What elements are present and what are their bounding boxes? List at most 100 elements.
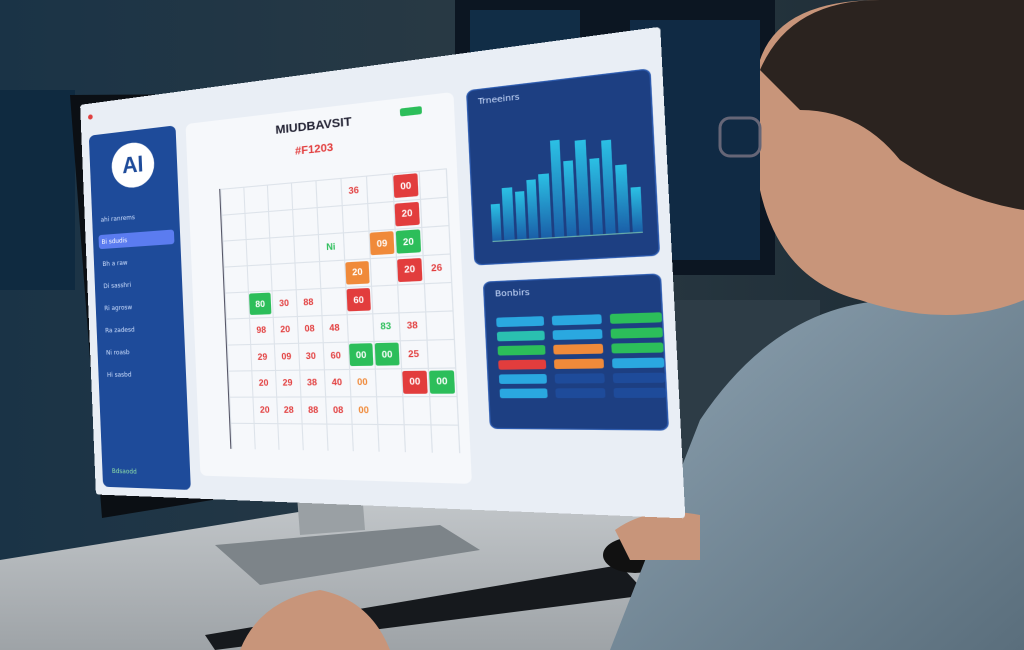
heatmap-cell[interactable]: 08 — [332, 404, 344, 415]
sidebar-item[interactable]: ahi ranrems — [98, 207, 174, 227]
heatmap-cell[interactable]: 80 — [248, 292, 272, 315]
person-hand-left — [240, 590, 390, 650]
heatmap-cell[interactable]: 20 — [259, 404, 270, 415]
sidebar-item[interactable]: Ri agrosw — [101, 298, 177, 316]
sidebar-item-label: Di sasshri — [103, 281, 132, 290]
heatmap-cell[interactable]: 38 — [406, 320, 418, 331]
heatmap-card: MIUDBAVSIT #F1203 36 00 20 09 20 Ni 20 20 26 80 30… — [185, 91, 472, 484]
chart-bar — [575, 139, 590, 236]
sidebar-item-label: Ri agrosw — [104, 303, 133, 312]
background-monitor-left — [0, 90, 75, 290]
heatmap-cell[interactable]: 20 — [258, 378, 269, 388]
sidebar-footer: Bdsaodd — [111, 467, 137, 476]
stat-chip — [554, 373, 605, 384]
heatmap-cell[interactable]: 40 — [331, 377, 343, 388]
heatmap-cell[interactable]: 98 — [256, 325, 267, 336]
sidebar-item[interactable]: Bh a raw — [99, 252, 175, 271]
chart-bar — [629, 187, 643, 233]
heatmap-cell[interactable]: 08 — [304, 323, 315, 334]
heatmap-cell[interactable]: 00 — [393, 173, 419, 199]
chart-panel-title: Trneeinrs — [477, 92, 520, 107]
heatmap-cell[interactable]: 28 — [283, 404, 294, 415]
heatmap-grid: 36 00 20 09 20 Ni 20 20 26 80 30 88 60 98 20 08 48 83 38 29… — [219, 168, 461, 454]
stat-chip — [553, 343, 604, 355]
stat-chip — [497, 345, 546, 356]
heatmap-cell[interactable]: 29 — [257, 351, 268, 362]
chart-bar — [526, 179, 539, 239]
person-hand-right — [615, 512, 700, 560]
sidebar-item-label: Ni roasb — [105, 348, 130, 357]
sidebar-item-label: Bh a raw — [102, 258, 128, 268]
stat-chip — [552, 328, 603, 341]
stat-chip — [498, 359, 547, 370]
stat-chip — [499, 388, 548, 399]
heatmap-cell[interactable]: 48 — [329, 322, 340, 334]
sidebar-item-label: Hi sasbd — [106, 370, 132, 379]
stat-chip — [610, 327, 663, 339]
heatmap-cell[interactable]: 20 — [280, 324, 291, 335]
heatmap-cell[interactable]: 00 — [356, 377, 368, 388]
stats-panel-title: Bonbirs — [494, 287, 530, 299]
stat-chip — [609, 312, 663, 324]
sidebar-item[interactable]: Bi sdudis — [98, 229, 175, 250]
heatmap-cell[interactable]: 88 — [303, 296, 314, 307]
heatmap-cell[interactable]: 26 — [430, 262, 443, 274]
stat-chip — [612, 372, 666, 384]
stat-chip — [496, 316, 545, 328]
person-torso — [610, 295, 1024, 650]
close-dot-icon[interactable] — [87, 113, 93, 120]
heatmap-cell[interactable]: 83 — [380, 321, 392, 332]
heatmap-cell[interactable]: 00 — [374, 342, 400, 366]
heatmap-cell[interactable]: 00 — [402, 370, 428, 394]
heatmap-cell[interactable]: Ni — [326, 241, 336, 252]
chart-bar — [502, 186, 515, 241]
sidebar-item[interactable]: Ra zadesd — [102, 321, 178, 338]
heatmap-cell[interactable]: 60 — [330, 350, 342, 361]
heatmap-cell[interactable]: 38 — [306, 377, 318, 388]
stat-chip — [613, 387, 666, 398]
heatmap-cell[interactable]: 00 — [429, 369, 456, 394]
chart-bar — [490, 203, 502, 241]
stat-chip — [611, 342, 664, 354]
heatmap-cell[interactable]: 25 — [407, 348, 420, 359]
heatmap-cell[interactable]: 00 — [349, 343, 374, 367]
heatmap-cell[interactable]: 09 — [281, 351, 292, 362]
stat-chip — [553, 358, 605, 370]
heatmap-cell[interactable]: 20 — [397, 257, 423, 282]
sidebar-item-label: Bi sdudis — [101, 236, 128, 246]
chart-panel: Trneeinrs — [466, 68, 661, 266]
heatmap-cell[interactable]: 09 — [369, 231, 395, 256]
stat-chip — [555, 388, 606, 399]
heatmap-cell[interactable]: 88 — [307, 404, 319, 415]
heatmap-cell[interactable]: 30 — [278, 297, 290, 308]
stat-chip — [498, 373, 547, 384]
heatmap-cell[interactable]: 36 — [348, 184, 360, 196]
person-hair — [760, 0, 1024, 210]
bar-chart — [487, 120, 643, 243]
chart-bar — [538, 172, 552, 238]
chart-bar — [615, 164, 630, 234]
stat-chip — [551, 314, 602, 326]
sidebar-item-label: ahi ranrems — [100, 213, 136, 224]
chart-bar — [549, 139, 565, 238]
heatmap-cell[interactable]: 00 — [358, 404, 370, 415]
sidebar-item[interactable]: Ni roasb — [103, 344, 179, 360]
chart-bar — [588, 157, 603, 235]
sidebar-item[interactable]: Hi sasbd — [104, 367, 180, 382]
stats-panel: Bonbirs — [482, 273, 670, 431]
chart-bar — [563, 159, 577, 237]
chart-bar — [514, 191, 527, 240]
monitor-screen: AI ahi ranrems Bi sdudis Bh a raw Di sasshr… — [80, 26, 686, 519]
heatmap-cell[interactable]: 30 — [305, 350, 317, 361]
glasses — [718, 116, 762, 158]
heatmap-cell[interactable]: 20 — [395, 229, 422, 254]
heatmap-cell[interactable]: 20 — [394, 201, 420, 226]
stat-chip — [496, 330, 545, 342]
sidebar-item[interactable]: Di sasshri — [100, 275, 176, 293]
heatmap-cell[interactable]: 20 — [345, 260, 370, 285]
monitor-base — [215, 525, 480, 585]
ai-logo: AI — [110, 140, 156, 190]
heatmap-cell[interactable]: 60 — [346, 287, 371, 312]
sidebar-item-label: Ra zadesd — [105, 325, 135, 334]
heatmap-cell[interactable]: 29 — [282, 377, 293, 388]
